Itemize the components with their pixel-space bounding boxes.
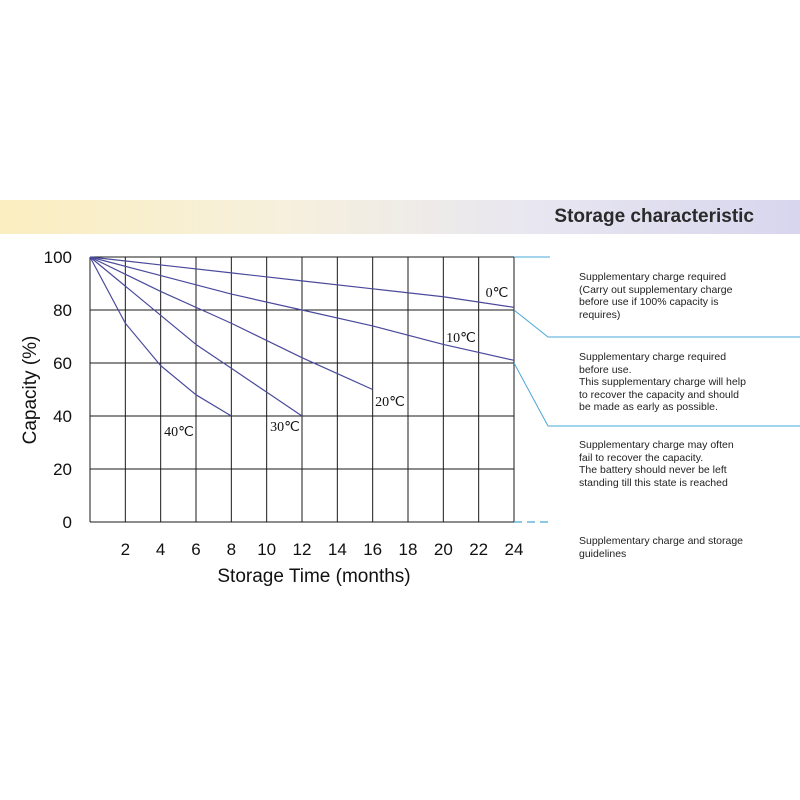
series-line <box>89 256 515 308</box>
note-zone-2: Supplementary charge required before use… <box>579 351 746 413</box>
series-label: 40℃ <box>164 425 194 440</box>
x-tick-label: 12 <box>293 540 312 559</box>
note-zone-1: Supplementary charge required (Carry out… <box>579 271 733 321</box>
y-tick-label: 20 <box>53 460 72 479</box>
series-label: 20℃ <box>375 395 405 410</box>
x-tick-label: 14 <box>328 540 347 559</box>
y-tick-label: 100 <box>44 248 72 267</box>
x-tick-label: 6 <box>191 540 200 559</box>
x-tick-label: 10 <box>257 540 276 559</box>
x-tick-label: 20 <box>434 540 453 559</box>
x-tick-label: 22 <box>469 540 488 559</box>
x-axis-label: Storage Time (months) <box>217 566 410 587</box>
x-tick-label: 4 <box>156 540 165 559</box>
series-label: 10℃ <box>446 331 476 346</box>
y-tick-label: 60 <box>53 354 72 373</box>
note-guidelines: Supplementary charge and storage guideli… <box>579 535 744 560</box>
zone-line-60 <box>513 362 800 427</box>
y-tick-label: 40 <box>53 407 72 426</box>
y-tick-label: 0 <box>63 513 72 532</box>
x-tick-label: 16 <box>363 540 382 559</box>
series-line <box>89 256 232 417</box>
note-zone-3: Supplementary charge may often fail to r… <box>579 439 734 489</box>
series-label: 0℃ <box>486 286 509 301</box>
x-tick-label: 18 <box>399 540 418 559</box>
y-tick-label: 80 <box>53 301 72 320</box>
y-axis-label: Capacity (%) <box>20 336 41 445</box>
title-banner: Storage characteristic <box>0 200 800 234</box>
zone-line-80 <box>513 309 800 338</box>
chart-title: Storage characteristic <box>554 206 754 227</box>
series-line <box>89 256 373 391</box>
x-tick-label: 8 <box>227 540 236 559</box>
series-label: 30℃ <box>270 420 300 435</box>
series-line <box>89 256 515 361</box>
x-tick-label: 24 <box>505 540 524 559</box>
x-tick-label: 2 <box>121 540 130 559</box>
series-line <box>89 256 303 417</box>
